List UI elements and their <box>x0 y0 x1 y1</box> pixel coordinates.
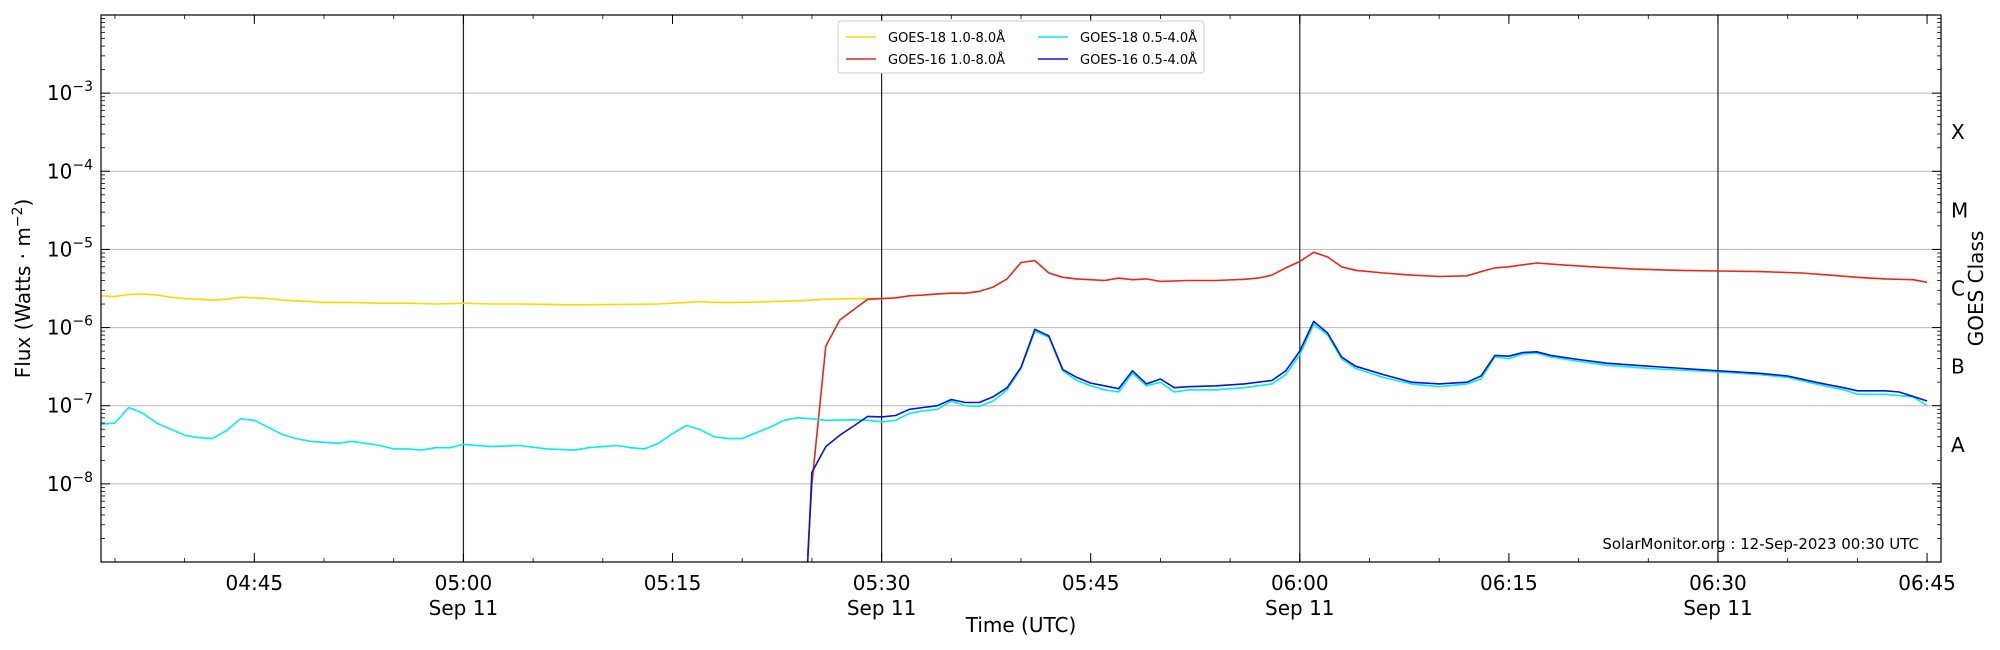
x-tick-label: 06:30 <box>1689 571 1747 595</box>
series-line <box>100 293 882 306</box>
series-layer <box>100 251 1928 563</box>
day-divider-lines <box>462 15 1719 562</box>
right-axis-label: GOES Class <box>1964 231 1988 347</box>
x-tick-sublabel: Sep 11 <box>1265 596 1335 620</box>
series-line <box>806 320 1928 563</box>
goes-class-label: M <box>1951 198 1968 222</box>
x-tick-label: 05:00 <box>435 571 493 595</box>
y-tick-label: 10−8 <box>47 470 93 496</box>
x-tick-label: 05:30 <box>853 571 911 595</box>
x-tick-label: 06:45 <box>1898 571 1956 595</box>
legend-label: GOES-16 0.5-4.0Å <box>1080 52 1197 68</box>
y-axis-ticks: 10−8 10−7 10−6 10−5 10−4 10−3 <box>47 18 1941 539</box>
x-tick-label: 04:45 <box>226 571 284 595</box>
goes-class-label: A <box>1951 433 1965 457</box>
legend-label: GOES-18 0.5-4.0Å <box>1080 30 1197 46</box>
series-line <box>100 323 1928 451</box>
x-tick-label: 05:15 <box>644 571 702 595</box>
x-tick-label: 05:45 <box>1062 571 1120 595</box>
x-tick-label: 06:00 <box>1271 571 1329 595</box>
plot-frame <box>100 14 1942 563</box>
x-tick-sublabel: Sep 11 <box>847 596 917 620</box>
legend-label: GOES-16 1.0-8.0Å <box>888 52 1005 68</box>
legend: GOES-18 1.0-8.0Å GOES-18 0.5-4.0Å GOES-16 … <box>837 20 1205 74</box>
goes-class-label: B <box>1951 355 1965 379</box>
goes-class-axis: A B C M X <box>1951 120 1968 457</box>
source-annotation: SolarMonitor.org : 12-Sep-2023 00:30 UTC <box>1602 535 1919 553</box>
y-tick-label: 10−4 <box>47 157 93 183</box>
y-tick-label: 10−3 <box>47 79 93 105</box>
y-tick-label: 10−6 <box>47 314 93 340</box>
y-tick-label: 10−7 <box>47 392 93 418</box>
goes-class-label: X <box>1951 120 1965 144</box>
x-tick-sublabel: Sep 11 <box>429 596 499 620</box>
y-tick-label: 10−5 <box>47 235 93 261</box>
legend-box <box>837 20 1205 74</box>
goes-class-label: C <box>1951 277 1965 301</box>
x-tick-sublabel: Sep 11 <box>1683 596 1753 620</box>
x-axis-label: Time (UTC) <box>965 613 1077 637</box>
legend-label: GOES-18 1.0-8.0Å <box>888 30 1005 46</box>
grid-layer <box>101 92 1941 485</box>
series-line <box>806 251 1928 556</box>
y-axis-label: Flux (Watts · m−2) <box>10 199 35 379</box>
x-tick-label: 06:15 <box>1480 571 1538 595</box>
